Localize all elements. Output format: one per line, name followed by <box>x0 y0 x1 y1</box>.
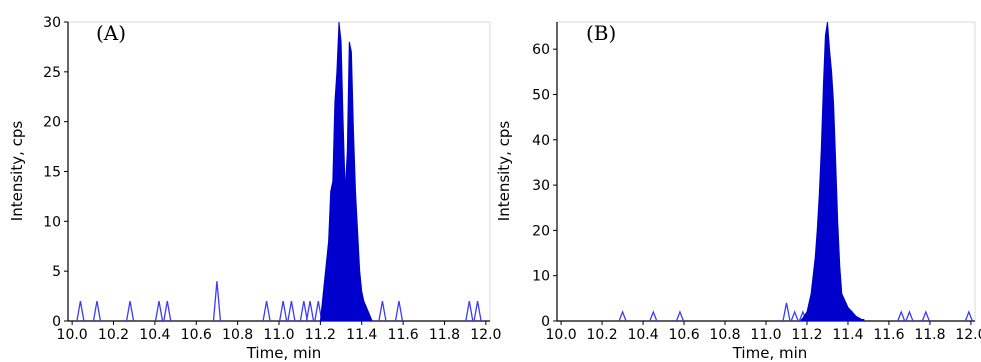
noise-spike <box>299 300 308 322</box>
noise-spike <box>897 310 906 322</box>
x-tick-label: 11.4 <box>346 327 377 343</box>
x-tick-label: 11.2 <box>305 327 336 343</box>
y-tick-label: 30 <box>43 15 61 31</box>
x-tick-label: 12.0 <box>470 327 501 343</box>
y-tick-label: 40 <box>532 133 550 149</box>
noise-spike <box>125 300 135 322</box>
y-tick-label: 0 <box>541 314 550 330</box>
y-tick-label: 0 <box>52 314 61 330</box>
y-tick-label: 50 <box>532 87 550 103</box>
y-tick-label: 10 <box>43 214 61 230</box>
noise-spike <box>287 300 296 322</box>
x-tick-label: 10.4 <box>627 327 658 343</box>
noise-spike <box>473 300 482 322</box>
noise-spike <box>278 300 288 322</box>
plot-frame <box>556 21 976 322</box>
x-tick-label: 10.4 <box>139 327 170 343</box>
y-tick-label: 5 <box>52 264 61 280</box>
noise-spike <box>618 310 627 322</box>
noise-spike <box>782 302 791 322</box>
x-tick-label: 10.6 <box>668 327 699 343</box>
noise-spike <box>905 310 914 322</box>
x-tick-label: 10.8 <box>222 327 253 343</box>
noise-spike <box>675 310 685 322</box>
y-tick-label: 30 <box>532 178 550 194</box>
x-tick-label: 11.2 <box>791 327 822 343</box>
x-tick-label: 11.6 <box>388 327 419 343</box>
chromatogram-peak <box>799 21 865 322</box>
x-axis-title: Time, min <box>246 344 322 362</box>
noise-spike <box>262 300 271 322</box>
y-tick-label: 25 <box>43 65 61 81</box>
chromatogram-peak <box>319 21 373 322</box>
noise-spike <box>921 310 930 322</box>
x-tick-label: 10.0 <box>546 327 577 343</box>
x-tick-label: 10.0 <box>57 327 88 343</box>
noise-spike <box>305 300 315 322</box>
x-tick-label: 11.0 <box>263 327 294 343</box>
x-tick-label: 11.0 <box>750 327 781 343</box>
panel-label: (A) <box>96 21 126 45</box>
noise-spike <box>154 300 164 322</box>
x-tick-label: 11.6 <box>873 327 904 343</box>
x-tick-label: 11.8 <box>914 327 945 343</box>
noise-spike <box>92 300 102 322</box>
y-axis-title: Intensity, cps <box>8 121 26 222</box>
noise-spike <box>964 310 973 322</box>
x-axis-title: Time, min <box>732 344 808 362</box>
y-tick-label: 20 <box>532 223 550 239</box>
noise-spike <box>163 300 172 322</box>
y-tick-label: 15 <box>43 165 61 181</box>
x-tick-label: 10.2 <box>586 327 617 343</box>
y-tick-label: 60 <box>532 42 550 58</box>
y-tick-label: 10 <box>532 269 550 285</box>
x-tick-label: 10.6 <box>181 327 212 343</box>
x-tick-label: 10.2 <box>98 327 129 343</box>
x-tick-label: 11.4 <box>832 327 863 343</box>
noise-spike <box>465 300 474 322</box>
x-tick-label: 11.8 <box>429 327 460 343</box>
y-tick-label: 20 <box>43 115 61 131</box>
noise-spike <box>790 310 799 322</box>
x-tick-label: 12.0 <box>955 327 981 343</box>
plot-frame <box>67 21 491 322</box>
noise-spike <box>394 300 404 322</box>
panel-label: (B) <box>586 21 616 45</box>
noise-spike <box>212 281 222 322</box>
y-axis-title: Intensity, cps <box>495 121 513 222</box>
noise-spike <box>378 300 387 322</box>
noise-spike <box>76 300 85 322</box>
noise-spike <box>649 310 658 322</box>
x-tick-label: 10.8 <box>709 327 740 343</box>
